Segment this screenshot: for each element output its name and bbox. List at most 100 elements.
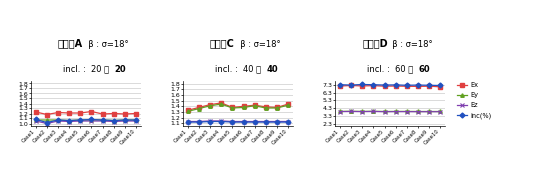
inc(%) [122, 119, 128, 121]
Ez [185, 120, 192, 123]
Ex [348, 84, 354, 87]
Ey [185, 110, 192, 112]
inc(%) [66, 119, 73, 122]
Legend: Ex, Ey, Ez, inc(%): Ex, Ey, Ez, inc(%) [458, 82, 491, 119]
inc(%) [88, 118, 95, 121]
Ez [229, 120, 236, 123]
inc(%) [185, 121, 192, 123]
inc(%) [437, 84, 444, 87]
Ex [370, 85, 377, 87]
Ey [99, 119, 106, 121]
inc(%) [337, 84, 343, 86]
Ez [110, 120, 117, 123]
Ex [437, 86, 444, 88]
Line: Ex: Ex [186, 101, 290, 112]
Ex [284, 103, 291, 105]
Ez [284, 120, 291, 123]
inc(%) [251, 121, 258, 123]
Ey [240, 106, 247, 109]
Line: inc(%): inc(%) [186, 120, 290, 124]
Ey [195, 107, 202, 110]
Ex [99, 113, 106, 115]
Ez [66, 120, 73, 123]
inc(%) [44, 122, 50, 124]
Ey [122, 119, 128, 121]
Line: Ey: Ey [34, 118, 138, 122]
Ey [207, 105, 213, 107]
Ey [284, 104, 291, 106]
Ez [263, 120, 269, 123]
inc(%) [32, 118, 39, 121]
inc(%) [348, 84, 354, 86]
Line: Ey: Ey [338, 109, 442, 113]
Text: パターC: パターC [210, 39, 235, 49]
Ey [55, 119, 62, 121]
Ex [88, 110, 95, 112]
Ez [195, 120, 202, 123]
Ez [207, 120, 213, 122]
inc(%) [393, 84, 399, 86]
Ey [403, 110, 410, 112]
Ex [77, 112, 83, 114]
Ez [437, 111, 444, 113]
inc(%) [370, 84, 377, 86]
Ez [99, 120, 106, 122]
Line: Ez: Ez [34, 119, 138, 125]
inc(%) [414, 84, 421, 86]
Ex [122, 113, 128, 115]
Ez [370, 110, 377, 112]
Ex [393, 85, 399, 87]
Ex [229, 106, 236, 109]
Ey [414, 110, 421, 112]
Ex [110, 112, 117, 115]
Ey [370, 110, 377, 112]
Ex [414, 85, 421, 87]
Text: 20: 20 [115, 65, 127, 74]
Line: Ex: Ex [34, 110, 138, 116]
Text: incl. :  20 個: incl. : 20 個 [63, 65, 109, 74]
Ex [195, 106, 202, 109]
Ez [251, 120, 258, 123]
Ez [359, 111, 366, 113]
Ez [426, 111, 432, 113]
Ez [32, 120, 39, 122]
Line: Ex: Ex [338, 84, 442, 89]
Line: inc(%): inc(%) [34, 118, 138, 124]
Ex [240, 105, 247, 107]
Text: β : σ=18°: β : σ=18° [83, 40, 129, 49]
inc(%) [426, 84, 432, 86]
Ex [207, 103, 213, 106]
Ez [77, 120, 83, 122]
inc(%) [195, 121, 202, 123]
Ey [77, 119, 83, 121]
inc(%) [263, 121, 269, 123]
Ey [44, 119, 50, 121]
inc(%) [218, 120, 225, 123]
Text: パターA: パターA [58, 39, 83, 49]
inc(%) [403, 84, 410, 86]
Ez [55, 120, 62, 122]
Ex [403, 85, 410, 87]
inc(%) [229, 121, 236, 123]
Ez [44, 122, 50, 125]
Text: 40: 40 [267, 65, 278, 74]
Ez [393, 111, 399, 113]
inc(%) [381, 84, 388, 86]
Ez [122, 120, 128, 122]
Ex [185, 109, 192, 111]
Ey [348, 110, 354, 112]
Ey [251, 105, 258, 107]
Ex [55, 111, 62, 114]
Ex [274, 106, 281, 109]
Ey [218, 103, 225, 105]
Ex [263, 106, 269, 108]
Ex [218, 102, 225, 104]
Ex [44, 113, 50, 116]
inc(%) [240, 121, 247, 123]
inc(%) [77, 119, 83, 121]
Ey [133, 119, 139, 121]
Ey [381, 110, 388, 112]
Text: パターD: パターD [362, 39, 388, 49]
Ex [32, 111, 39, 113]
inc(%) [133, 119, 139, 121]
